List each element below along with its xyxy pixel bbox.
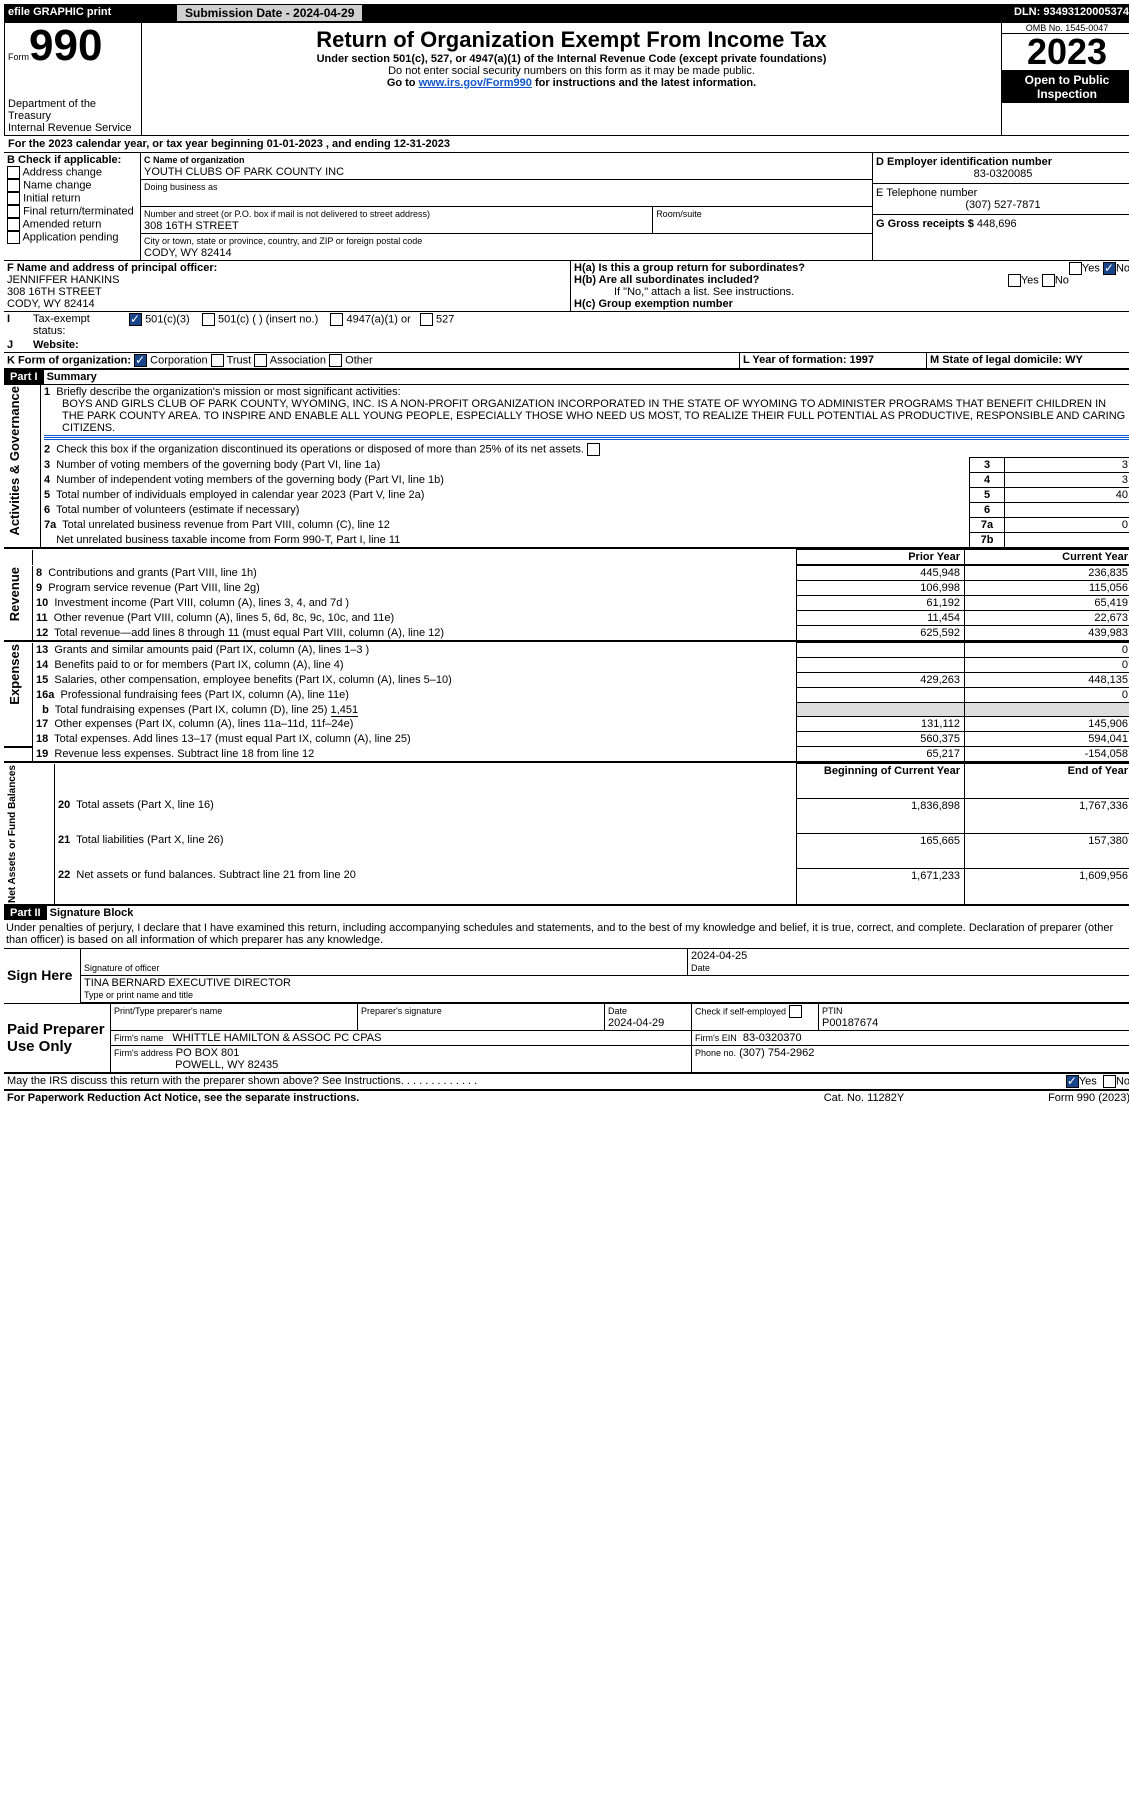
v5: 40 — [1005, 488, 1129, 503]
street: 308 16TH STREET — [144, 220, 239, 232]
dept: Department of the Treasury — [8, 98, 138, 122]
firm-phone: (307) 754-2962 — [739, 1047, 814, 1059]
title: Return of Organization Exempt From Incom… — [146, 27, 997, 53]
v7a: 0 — [1005, 518, 1129, 533]
cat-no: Cat. No. 11282Y — [761, 1091, 967, 1105]
firm-name: WHITTLE HAMILTON & ASSOC PC CPAS — [172, 1032, 381, 1044]
cb-501c3[interactable] — [129, 313, 142, 326]
city: CODY, WY 82414 — [144, 247, 232, 259]
v3: 3 — [1005, 458, 1129, 473]
form-label: Form — [8, 52, 29, 62]
cb-hb-no[interactable] — [1042, 274, 1055, 287]
sec-exp: Expenses — [7, 644, 22, 705]
cb-discuss-no[interactable] — [1103, 1075, 1116, 1088]
cb-pending[interactable] — [7, 231, 20, 244]
cb-initial[interactable] — [7, 192, 20, 205]
cb-assoc[interactable] — [254, 354, 267, 367]
cb-527[interactable] — [420, 313, 433, 326]
mission: BOYS AND GIRLS CLUB OF PARK COUNTY, WYOM… — [44, 398, 1129, 434]
v7b — [1005, 533, 1129, 549]
declaration: Under penalties of perjury, I declare th… — [4, 920, 1129, 949]
b-label: B Check if applicable: — [7, 154, 137, 166]
gross-receipts: 448,696 — [977, 218, 1017, 230]
form-header: Form990 Department of the Treasury Inter… — [4, 22, 1129, 136]
subtitle1: Under section 501(c), 527, or 4947(a)(1)… — [146, 53, 997, 65]
submission-btn[interactable]: Submission Date - 2024-04-29 — [176, 4, 363, 22]
sign-here: Sign Here — [4, 949, 81, 1003]
paid-prep: Paid Preparer Use Only — [4, 1003, 111, 1073]
tax-year: 2023 — [1002, 34, 1129, 71]
sec-ag: Activities & Governance — [7, 386, 22, 536]
part-ii: Part II — [4, 906, 47, 920]
efile-label: efile GRAPHIC print — [4, 4, 172, 22]
part-i: Part I — [4, 370, 44, 384]
firm-ein: 83-0320370 — [743, 1032, 802, 1044]
form-version: Form 990 (2023) — [1048, 1092, 1129, 1104]
v6 — [1005, 503, 1129, 518]
cb-disc[interactable] — [587, 443, 600, 456]
cb-final[interactable] — [7, 205, 20, 218]
domicile: M State of legal domicile: WY — [930, 354, 1083, 366]
cb-ha-no[interactable] — [1103, 262, 1116, 275]
irs-link[interactable]: www.irs.gov/Form990 — [419, 77, 532, 89]
sig-date: 2024-04-25 — [691, 950, 1129, 962]
cb-501c[interactable] — [202, 313, 215, 326]
form-990: 990 — [29, 21, 102, 70]
year-formation: L Year of formation: 1997 — [743, 354, 874, 366]
phone: (307) 527-7871 — [876, 199, 1129, 211]
officer-sig: TINA BERNARD EXECUTIVE DIRECTOR — [84, 977, 1129, 989]
v16b: 1,451 — [331, 704, 359, 717]
top-bar: efile GRAPHIC print Submission Date - 20… — [4, 4, 1129, 22]
pra: For Paperwork Reduction Act Notice, see … — [4, 1091, 761, 1105]
sec-na: Net Assets or Fund Balances — [7, 765, 18, 903]
officer-name: JENNIFFER HANKINS — [7, 274, 567, 286]
sec-rev: Revenue — [7, 567, 22, 621]
ptin: P00187674 — [822, 1017, 878, 1029]
prep-date: 2024-04-29 — [608, 1017, 664, 1029]
org-name: YOUTH CLUBS OF PARK COUNTY INC — [144, 166, 344, 178]
cb-name[interactable] — [7, 179, 20, 192]
cb-amended[interactable] — [7, 218, 20, 231]
irs: Internal Revenue Service — [8, 122, 138, 134]
line-a: For the 2023 calendar year, or tax year … — [4, 136, 1129, 153]
cb-corp[interactable] — [134, 354, 147, 367]
ein: 83-0320085 — [876, 168, 1129, 180]
open-public: Open to Public Inspection — [1002, 71, 1129, 103]
cb-discuss-yes[interactable] — [1066, 1075, 1079, 1088]
cb-ha-yes[interactable] — [1069, 262, 1082, 275]
v4: 3 — [1005, 473, 1129, 488]
subtitle2: Do not enter social security numbers on … — [146, 65, 997, 77]
cb-selfemp[interactable] — [789, 1005, 802, 1018]
cb-trust[interactable] — [211, 354, 224, 367]
cb-other[interactable] — [329, 354, 342, 367]
dln: DLN: 93493120005374 — [905, 4, 1129, 22]
cb-address[interactable] — [7, 166, 20, 179]
cb-hb-yes[interactable] — [1008, 274, 1021, 287]
cb-4947[interactable] — [330, 313, 343, 326]
